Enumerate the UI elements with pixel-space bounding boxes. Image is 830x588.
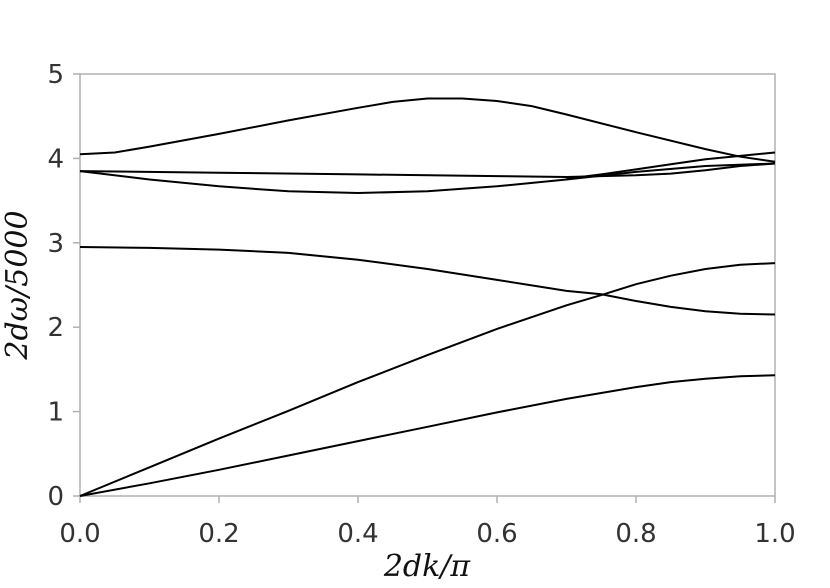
x-tick-label: 0.2 <box>198 519 239 549</box>
y-axis-label: 2dω/5000 <box>0 210 35 360</box>
y-tick-label: 2 <box>47 313 64 343</box>
y-tick-label: 3 <box>47 229 64 259</box>
y-tick-label: 0 <box>47 482 64 512</box>
dispersion-branch-2 <box>79 262 776 497</box>
x-tick-label: 0.6 <box>476 519 517 549</box>
dispersion-branch-4 <box>79 162 776 195</box>
dispersion-branch-1 <box>79 374 776 497</box>
x-tick-label: 0.8 <box>615 519 656 549</box>
ticks-layer: 0.0 0.2 0.4 0.6 0.8 1.0 0 1 2 3 4 5 <box>47 60 795 549</box>
x-tick-label: 0.4 <box>337 519 378 549</box>
y-tick-label: 5 <box>47 60 64 90</box>
dispersion-branch-7 <box>566 151 776 180</box>
x-tick-label: 1.0 <box>754 519 795 549</box>
dispersion-branch-5 <box>79 162 776 179</box>
dispersion-branch-6 <box>79 97 776 163</box>
y-tick-label: 4 <box>47 144 64 174</box>
plot-frame <box>79 73 776 497</box>
x-tick-label: 0.0 <box>59 519 100 549</box>
x-axis-label: 2dk/π <box>383 549 472 584</box>
lines-layer <box>79 97 776 497</box>
y-tick-label: 1 <box>47 398 64 428</box>
dispersion-branch-3 <box>79 246 776 316</box>
